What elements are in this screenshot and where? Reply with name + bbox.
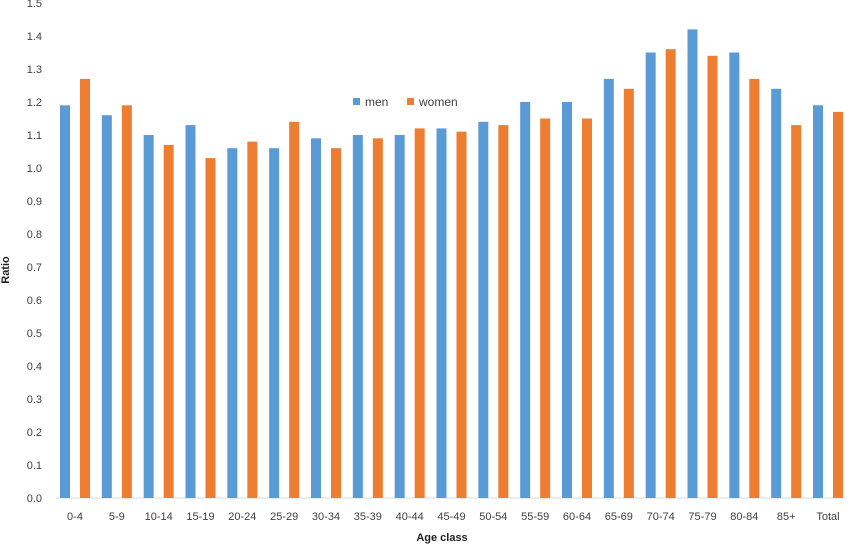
bar-women-70-74	[665, 49, 676, 498]
y-tick-label: 1.3	[27, 64, 42, 76]
bar-men-25-29	[269, 148, 280, 498]
bar-men-70-74	[645, 52, 656, 498]
bar-men-75-79	[687, 29, 698, 499]
x-tick-label: 75-79	[688, 511, 716, 523]
bar-men-85+	[771, 88, 782, 499]
bar-men-0-4	[60, 105, 70, 499]
bar-women-5-9	[121, 105, 132, 499]
y-tick-label: 0.2	[27, 427, 42, 439]
legend-swatch-men	[353, 98, 360, 105]
x-tick-label: 10-14	[145, 511, 173, 523]
bar-men-10-14	[143, 135, 154, 498]
y-tick-label: 0.1	[27, 460, 42, 472]
bar-men-50-54	[478, 121, 489, 499]
bar-men-65-69	[603, 78, 614, 499]
bar-men-5-9	[101, 115, 112, 498]
bar-men-45-49	[436, 128, 447, 498]
y-tick-label: 1.5	[27, 0, 42, 10]
bars	[60, 29, 843, 499]
x-tick-label: 20-24	[228, 511, 256, 523]
bar-women-50-54	[498, 125, 509, 498]
bar-women-20-24	[247, 141, 258, 498]
x-tick-label: 40-44	[396, 511, 424, 523]
y-tick-label: 0.0	[27, 493, 42, 505]
bar-men-40-44	[394, 135, 405, 498]
x-tick-label: 60-64	[563, 511, 591, 523]
bar-women-10-14	[163, 144, 174, 498]
y-tick-label: 0.5	[27, 328, 42, 340]
x-tick-label: 5-9	[109, 511, 125, 523]
legend-label-men: men	[365, 95, 388, 109]
y-axis-title: Ratio	[0, 256, 12, 284]
x-tick-label: 15-19	[186, 511, 214, 523]
bar-men-15-19	[185, 125, 196, 498]
bar-women-Total	[833, 111, 843, 499]
y-tick-label: 0.9	[27, 196, 42, 208]
y-tick-label: 1.0	[27, 163, 42, 175]
x-axis-title: Age class	[416, 532, 467, 544]
y-tick-label: 1.1	[27, 130, 42, 142]
x-tick-label: 65-69	[605, 511, 633, 523]
x-tick-label: 25-29	[270, 511, 298, 523]
legend-label-women: women	[418, 95, 458, 109]
bar-women-55-59	[540, 118, 551, 498]
y-tick-label: 0.3	[27, 394, 42, 406]
bar-women-15-19	[205, 158, 216, 498]
bar-women-0-4	[80, 78, 90, 499]
legend: men women	[353, 95, 458, 109]
y-tick-label: 0.4	[27, 361, 42, 373]
x-tick-label: 50-54	[479, 511, 507, 523]
y-tick-label: 1.4	[27, 31, 42, 43]
bar-women-40-44	[414, 128, 425, 498]
bar-women-75-79	[707, 55, 718, 499]
y-tick-label: 0.7	[27, 262, 42, 274]
x-tick-label: Total	[816, 511, 839, 523]
y-axis-ticks: 0.0 0.1 0.2 0.3 0.4 0.5 0.6 0.7 0.8 0.9 1.0 1.1 1.2 1…	[27, 0, 42, 505]
x-tick-label: 0-4	[67, 511, 83, 523]
x-tick-label: 35-39	[354, 511, 382, 523]
bar-women-25-29	[289, 121, 300, 499]
bar-women-35-39	[372, 138, 383, 499]
bar-men-60-64	[562, 102, 572, 498]
y-tick-label: 0.8	[27, 229, 42, 241]
bar-men-20-24	[227, 148, 238, 498]
bar-women-65-69	[623, 88, 634, 499]
bar-men-55-59	[520, 102, 531, 498]
bar-women-80-84	[749, 78, 760, 499]
y-tick-label: 0.6	[27, 295, 42, 307]
bar-women-30-34	[331, 148, 341, 498]
x-tick-label: 70-74	[647, 511, 675, 523]
x-tick-label: 85+	[777, 511, 796, 523]
bar-men-80-84	[729, 52, 740, 498]
bar-men-30-34	[311, 138, 321, 499]
bar-women-60-64	[582, 118, 592, 498]
bar-men-Total	[813, 105, 823, 499]
bar-women-85+	[791, 125, 802, 498]
x-tick-label: 30-34	[312, 511, 340, 523]
x-tick-label: 45-49	[437, 511, 465, 523]
x-tick-label: 80-84	[730, 511, 758, 523]
bar-men-35-39	[352, 135, 363, 498]
x-tick-label: 55-59	[521, 511, 549, 523]
legend-swatch-women	[407, 98, 414, 105]
y-tick-label: 1.2	[27, 97, 42, 109]
bar-women-45-49	[456, 131, 467, 498]
x-axis-ticks: 0-4 5-9 10-14 15-19 20-24 25-29 30-34 35-39 40-4…	[67, 511, 840, 523]
